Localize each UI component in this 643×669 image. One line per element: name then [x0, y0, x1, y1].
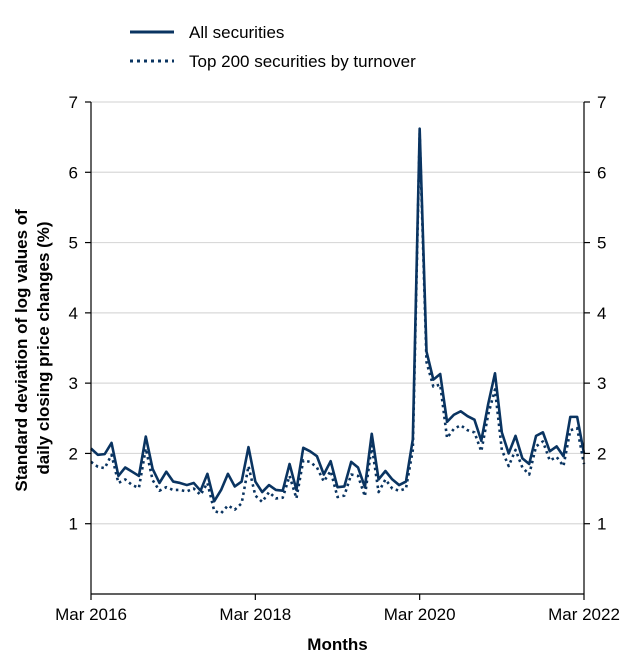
y-tick-label-right-2: 2: [597, 444, 606, 463]
y-tick-label-left-4: 4: [69, 304, 78, 323]
x-tick-label-0: Mar 2016: [55, 605, 127, 624]
y-tick-label-left-5: 5: [69, 234, 78, 253]
y-tick-label-left-2: 2: [69, 444, 78, 463]
legend: All securities Top 200 securities by tur…: [130, 23, 416, 71]
y-tick-label-right-5: 5: [597, 234, 606, 253]
series-layer: [90, 127, 586, 515]
x-axis-title: Months: [307, 635, 367, 654]
y-tick-label-right-4: 4: [597, 304, 606, 323]
y-axis-title: Standard deviation of log values of dail…: [12, 204, 53, 491]
x-tick-label-1: Mar 2018: [219, 605, 291, 624]
y-tick-label-right-7: 7: [597, 93, 606, 112]
y-tick-label-left-7: 7: [69, 93, 78, 112]
y-axis-title-line-2: daily closing price changes (%): [34, 221, 53, 474]
y-tick-label-right-1: 1: [597, 515, 606, 534]
y-tick-label-right-3: 3: [597, 374, 606, 393]
series-line-1: [90, 132, 586, 515]
y-axis-title-line-1: Standard deviation of log values of: [12, 209, 31, 492]
series-line-0: [90, 127, 586, 503]
legend-label-top-200: Top 200 securities by turnover: [189, 52, 416, 71]
axes: [90, 102, 585, 595]
y-tick-label-left-1: 1: [69, 515, 78, 534]
legend-label-all-securities: All securities: [189, 23, 284, 42]
gridlines: [91, 101, 584, 525]
y-tick-label-right-6: 6: [597, 163, 606, 182]
x-tick-label-3: Mar 2022: [548, 605, 620, 624]
y-tick-label-left-6: 6: [69, 163, 78, 182]
y-tick-label-left-3: 3: [69, 374, 78, 393]
x-tick-label-2: Mar 2020: [384, 605, 456, 624]
tick-layer: 1 1 2 2 3 3 4 4 5 5 6 6 7 7 Mar 2016 Mar 2018 Mar 2020 Ma…: [55, 93, 620, 624]
